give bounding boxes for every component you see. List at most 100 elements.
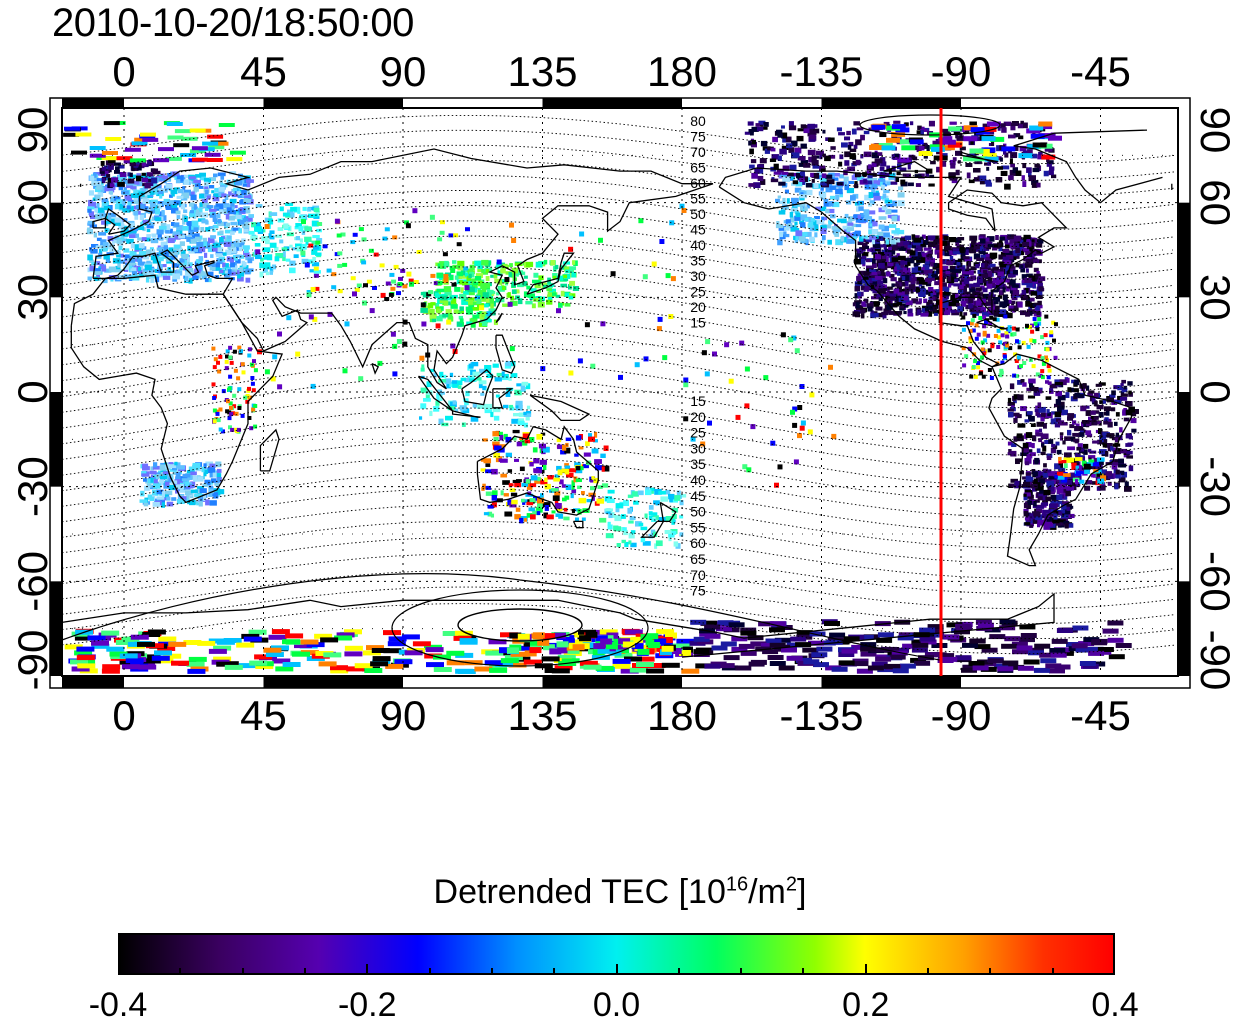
tec-pixel [195, 211, 203, 217]
tec-pixel [103, 206, 111, 211]
tec-pixel [988, 285, 996, 289]
tec-pixel [564, 463, 569, 468]
tec-pixel [980, 254, 986, 258]
tec-pixel [204, 185, 209, 189]
tec-pixel [165, 205, 172, 210]
tec-pixel [510, 300, 518, 306]
tec-pixel [971, 365, 976, 369]
tec-pixel [596, 498, 605, 504]
tec-pixel [973, 244, 980, 250]
tec-pixel [189, 210, 194, 214]
tec-pixel [878, 288, 886, 294]
tec-pixel [1079, 383, 1087, 389]
tec-pixel [860, 313, 865, 319]
tec-pixel [898, 241, 903, 247]
tec-pixel [155, 217, 162, 222]
tec-pixel [963, 275, 969, 280]
tec-pixel [247, 416, 252, 420]
tec-pixel [571, 509, 575, 514]
tec-pixel [575, 517, 579, 522]
tec-pixel [778, 210, 786, 215]
tec-pixel [1112, 460, 1121, 466]
tec-pixel [883, 284, 887, 288]
tec-pixel [459, 293, 467, 300]
tec-pixel [1119, 396, 1128, 401]
tec-pixel [907, 249, 913, 254]
tec-pixel [208, 492, 213, 497]
tec-pixel [290, 206, 297, 212]
tec-pixel [893, 288, 900, 294]
tec-pixel [865, 245, 870, 250]
tec-pixel [545, 282, 553, 288]
tec-pixel [162, 275, 171, 280]
tec-pixel [146, 178, 153, 183]
tec-pixel [1014, 482, 1022, 489]
tec-pixel [444, 260, 449, 267]
tec-pixel [477, 265, 483, 269]
tec-pixel [1008, 300, 1016, 304]
tec-pixel [776, 221, 780, 226]
tec-pixel [1075, 479, 1079, 485]
tec-pixel [1049, 383, 1058, 389]
tec-pixel [578, 446, 584, 450]
tec-pixel [964, 298, 972, 304]
tec-pixel [483, 458, 492, 464]
tec-pixel [851, 236, 857, 240]
tec-pixel [1011, 253, 1020, 259]
tec-pixel [1099, 484, 1106, 491]
tec-pixel [971, 241, 977, 246]
tec-pixel [1007, 397, 1012, 403]
tec-pixel [993, 297, 1001, 302]
tec-pixel [1130, 418, 1137, 424]
tec-pixel [858, 270, 867, 276]
tec-pixel [88, 201, 96, 207]
tec-pixel [1087, 392, 1094, 396]
tec-pixel [942, 265, 949, 270]
tec-pixel [101, 166, 107, 171]
tec-pixel [569, 280, 576, 286]
tec-pixel [871, 188, 876, 193]
tec-pixel [807, 149, 816, 156]
tec-pixel [546, 299, 553, 305]
tec-pixel [334, 252, 340, 257]
tec-pixel [903, 258, 908, 264]
tec-pixel [1038, 276, 1046, 281]
tec-pixel [925, 259, 930, 264]
tec-pixel [992, 245, 998, 251]
tec-pixel [995, 156, 1002, 161]
tec-pixel [1025, 442, 1032, 448]
tec-pixel [535, 261, 543, 268]
tec-pixel [217, 222, 224, 227]
tec-pixel [438, 379, 447, 383]
tec-pixel [1063, 457, 1072, 463]
tec-pixel [985, 256, 994, 261]
tec-pixel [457, 385, 462, 389]
tec-pixel [936, 268, 943, 274]
tec-pixel [854, 258, 862, 265]
tec-pixel [129, 234, 136, 238]
tec-pixel [1048, 439, 1054, 444]
tec-pixel [1076, 482, 1080, 487]
tec-pixel [467, 268, 474, 273]
tec-pixel [1045, 347, 1050, 352]
tec-pixel [315, 210, 320, 217]
tec-pixel [476, 404, 484, 409]
tec-pixel [782, 165, 790, 171]
tec-pixel [842, 225, 851, 230]
tec-pixel [473, 288, 477, 293]
tec-pixel [398, 276, 403, 281]
tec-pixel [920, 285, 925, 289]
tec-pixel [156, 247, 164, 251]
tec-pixel [982, 126, 997, 132]
tec-pixel [903, 296, 909, 301]
tec-pixel [559, 275, 567, 282]
tec-pixel [651, 518, 657, 522]
tec-pixel [1023, 247, 1031, 252]
tec-pixel [1125, 409, 1134, 416]
tec-pixel [1127, 381, 1133, 386]
tec-pixel [546, 514, 554, 520]
tec-pixel [992, 305, 1000, 311]
tec-pixel [865, 235, 871, 240]
tec-pixel [820, 182, 828, 186]
tec-pixel [382, 236, 388, 241]
